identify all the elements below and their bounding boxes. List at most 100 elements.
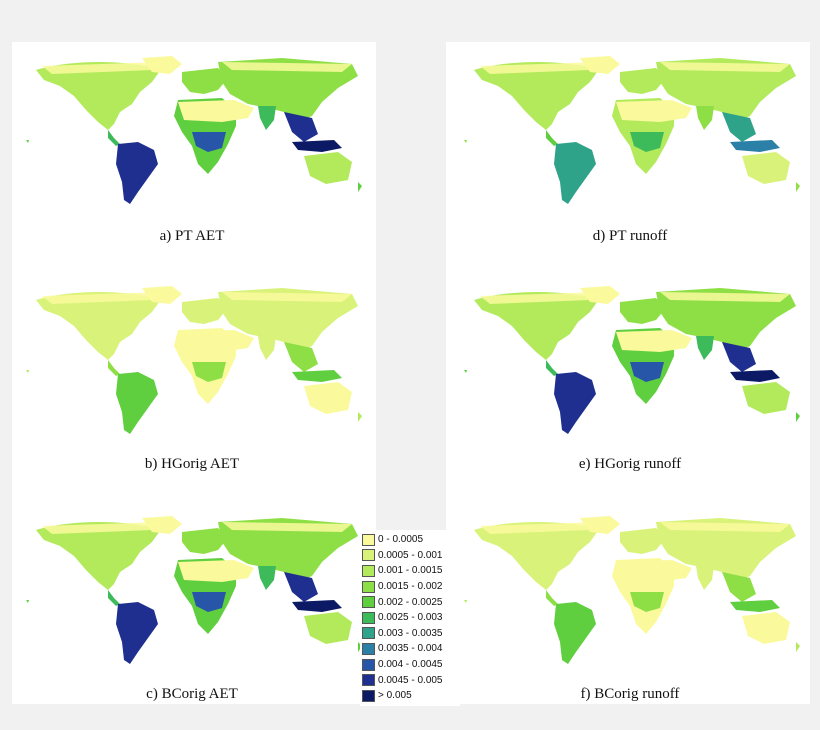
legend-label: 0.0025 - 0.003 xyxy=(378,612,443,624)
caption-bcorig-aet: c) BCorig AET xyxy=(146,686,238,702)
legend-item: 0.0015 - 0.002 xyxy=(362,579,460,595)
legend-label: 0.0035 - 0.004 xyxy=(378,643,443,655)
region-new-zealand xyxy=(796,182,800,192)
legend-label: 0.003 - 0.0035 xyxy=(378,627,443,639)
region-hawaii xyxy=(464,140,467,143)
legend-item: 0.0045 - 0.005 xyxy=(362,672,460,688)
region-south-america xyxy=(116,372,158,434)
legend-item: 0 - 0.0005 xyxy=(362,532,460,548)
region-se-asia xyxy=(722,572,756,602)
region-asia xyxy=(218,518,358,582)
region-asia xyxy=(656,518,796,582)
region-north-america xyxy=(36,62,162,130)
region-europe xyxy=(182,528,228,554)
region-se-asia xyxy=(722,342,756,372)
region-indonesia xyxy=(292,600,342,612)
caption-hgorig-aet: b) HGorig AET xyxy=(144,456,240,472)
region-central-america xyxy=(546,590,558,606)
region-central-america xyxy=(546,360,558,376)
legend-label: 0.004 - 0.0045 xyxy=(378,659,443,671)
legend-swatch xyxy=(362,642,375,655)
region-asia xyxy=(218,288,358,352)
region-india xyxy=(258,106,276,130)
region-se-asia xyxy=(722,112,756,142)
caption-pt-aet: a) PT AET xyxy=(159,228,225,244)
region-arctic-band xyxy=(42,292,352,304)
region-se-asia xyxy=(284,342,318,372)
map-hgorig-aet xyxy=(22,282,362,442)
region-arctic-band xyxy=(42,522,352,534)
region-hawaii xyxy=(464,600,467,603)
region-central-america xyxy=(108,360,120,376)
region-hawaii xyxy=(26,600,29,603)
region-arctic-band xyxy=(480,522,790,534)
region-australia xyxy=(742,612,790,644)
legend-swatch xyxy=(362,533,375,546)
legend-item: 0.0025 - 0.003 xyxy=(362,610,460,626)
legend-label: 0.0045 - 0.005 xyxy=(378,674,443,686)
region-north-america xyxy=(36,522,162,590)
region-sahara xyxy=(616,100,692,122)
legend-label: > 0.005 xyxy=(378,690,412,702)
legend-label: 0.0005 - 0.001 xyxy=(378,549,443,561)
legend-item: 0.0005 - 0.001 xyxy=(362,548,460,564)
region-south-america xyxy=(116,602,158,664)
region-australia xyxy=(304,382,352,414)
region-central-america xyxy=(546,130,558,146)
region-central-america xyxy=(108,130,120,146)
map-bcorig-aet xyxy=(22,512,362,672)
caption-bcorig-runoff: f) BCorig runoff xyxy=(580,686,680,702)
region-hawaii xyxy=(26,140,29,143)
color-legend: 0 - 0.0005 0.0005 - 0.001 0.001 - 0.0015 0.… xyxy=(360,530,460,706)
region-sahara xyxy=(178,330,254,352)
legend-swatch xyxy=(362,689,375,702)
region-arctic-band xyxy=(42,62,352,74)
legend-swatch xyxy=(362,674,375,687)
region-europe xyxy=(620,68,666,94)
region-indonesia xyxy=(730,600,780,612)
region-europe xyxy=(620,298,666,324)
region-africa-tropics xyxy=(192,362,226,382)
legend-swatch xyxy=(362,549,375,562)
legend-label: 0.0015 - 0.002 xyxy=(378,581,443,593)
region-india xyxy=(696,566,714,590)
region-australia xyxy=(742,152,790,184)
caption-pt-runoff: d) PT runoff xyxy=(592,228,668,244)
region-africa-tropics xyxy=(192,132,226,152)
region-arctic-band xyxy=(480,292,790,304)
region-south-america xyxy=(116,142,158,204)
map-pt-aet xyxy=(22,52,362,212)
region-africa-tropics xyxy=(630,132,664,152)
region-india xyxy=(258,336,276,360)
region-new-zealand xyxy=(358,182,362,192)
legend-item: 0.002 - 0.0025 xyxy=(362,594,460,610)
region-new-zealand xyxy=(796,642,800,652)
region-europe xyxy=(182,68,228,94)
region-new-zealand xyxy=(358,412,362,422)
legend-item: > 0.005 xyxy=(362,688,460,704)
region-new-zealand xyxy=(796,412,800,422)
legend-item: 0.003 - 0.0035 xyxy=(362,626,460,642)
legend-item: 0.004 - 0.0045 xyxy=(362,657,460,673)
legend-swatch xyxy=(362,611,375,624)
region-indonesia xyxy=(730,140,780,152)
region-asia xyxy=(218,58,358,122)
caption-hgorig-runoff: e) HGorig runoff xyxy=(578,456,682,472)
legend-swatch xyxy=(362,564,375,577)
region-africa-tropics xyxy=(192,592,226,612)
region-hawaii xyxy=(464,370,467,373)
legend-item: 0.0035 - 0.004 xyxy=(362,641,460,657)
region-indonesia xyxy=(292,370,342,382)
legend-swatch xyxy=(362,658,375,671)
legend-label: 0.001 - 0.0015 xyxy=(378,565,443,577)
legend-item: 0.001 - 0.0015 xyxy=(362,563,460,579)
region-indonesia xyxy=(730,370,780,382)
region-sahara xyxy=(178,560,254,582)
region-indonesia xyxy=(292,140,342,152)
region-europe xyxy=(182,298,228,324)
region-north-america xyxy=(474,62,600,130)
legend-label: 0.002 - 0.0025 xyxy=(378,596,443,608)
map-hgorig-runoff xyxy=(460,282,800,442)
legend-label: 0 - 0.0005 xyxy=(378,534,424,546)
region-north-america xyxy=(474,292,600,360)
